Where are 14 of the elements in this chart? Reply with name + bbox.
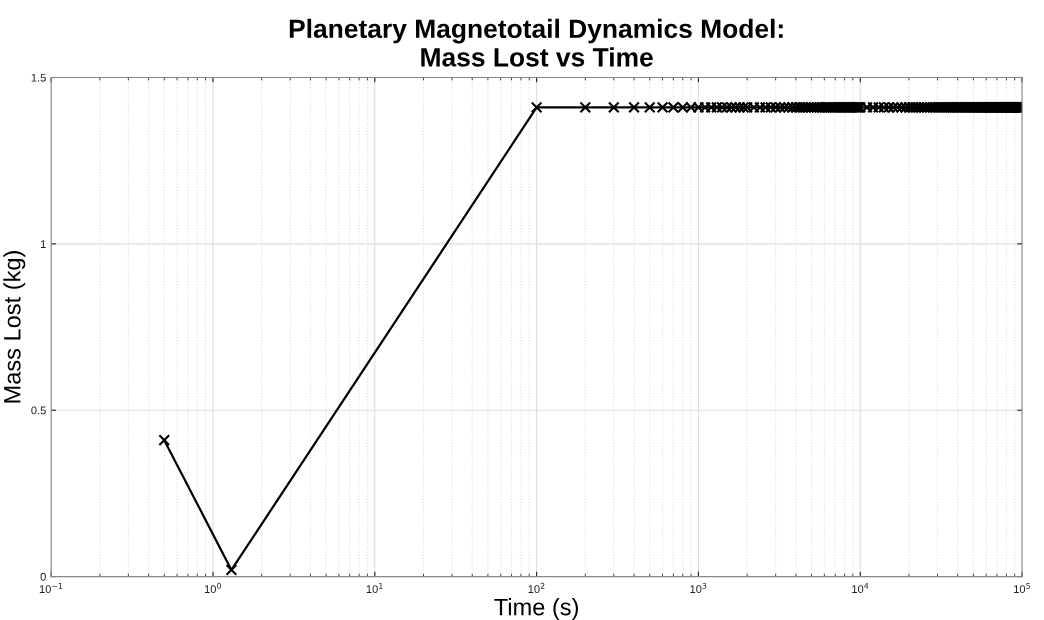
x-tick-label: 10$^{4}$ bbox=[852, 582, 869, 594]
x-tick-label: 10$^{3}$ bbox=[690, 582, 707, 594]
chart-title: Planetary Magnetotail Dynamics Model: Mass Lost vs Time bbox=[289, 18, 783, 67]
x-tick-label: 10$^{0}$ bbox=[204, 582, 221, 594]
y-axis-title: Mass Lost (kg) bbox=[3, 251, 26, 403]
y-tick-label: 1.5 bbox=[31, 73, 46, 82]
x-tick-label: 10$^{1}$ bbox=[366, 582, 383, 594]
y-tick-label: 1 bbox=[40, 240, 46, 248]
x-tick-label: 10$^{2}$ bbox=[528, 582, 545, 594]
y-tick-label: 0 bbox=[40, 572, 46, 581]
x-tick-label: 10$^{−1}$ bbox=[39, 582, 63, 594]
x-tick-label: 10$^{5}$ bbox=[1014, 582, 1030, 594]
x-axis-title: Time (s) bbox=[494, 598, 578, 620]
y-tick-label: 0.5 bbox=[31, 406, 46, 415]
